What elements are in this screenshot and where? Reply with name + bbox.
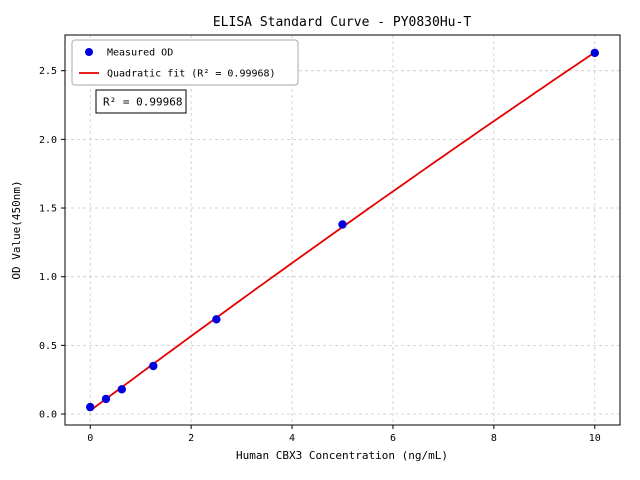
y-tick-label: 1.0 xyxy=(39,272,57,283)
y-tick-label: 0.5 xyxy=(39,341,57,352)
r-squared-annotation: R² = 0.99968 xyxy=(95,89,187,114)
data-layer xyxy=(86,48,599,412)
measured-od-point xyxy=(86,402,95,412)
x-tick-label: 2 xyxy=(188,433,194,444)
annotation-text: R² = 0.99968 xyxy=(103,96,182,109)
x-tick-label: 6 xyxy=(390,433,396,444)
y-tick-label: 2.5 xyxy=(39,66,57,77)
x-tick-label: 0 xyxy=(87,433,93,444)
y-tick-label: 2.0 xyxy=(39,135,57,146)
measured-od-point xyxy=(101,394,111,404)
y-tick-label: 1.5 xyxy=(39,204,57,215)
tick-layer: 0 2 4 6 8 10 0.0 0.5 1.0 1.5 2.0 2.5 xyxy=(39,66,601,444)
x-axis-label: Human CBX3 Concentration (ng/mL) xyxy=(236,449,448,462)
legend-label-measured-od: Measured OD xyxy=(107,48,173,59)
chart-title: ELISA Standard Curve - PY0830Hu-T xyxy=(213,15,471,30)
annotation-box xyxy=(95,89,187,114)
grid-layer xyxy=(65,35,620,425)
x-tick-label: 8 xyxy=(491,433,497,444)
measured-od-point xyxy=(149,361,158,371)
plot-border xyxy=(64,34,621,426)
x-tick-label: 4 xyxy=(289,433,295,444)
legend-label-quadratic-fit: Quadratic fit (R² = 0.99968) xyxy=(107,69,276,80)
x-tick-label: 10 xyxy=(589,433,601,444)
measured-od-point xyxy=(338,220,347,229)
measured-od-point xyxy=(212,315,221,324)
legend-box xyxy=(71,39,299,86)
measured-od-point xyxy=(590,48,599,58)
y-tick-label: 0.0 xyxy=(39,410,57,421)
legend: Measured OD Quadratic fit (R² = 0.99968) xyxy=(71,39,299,86)
legend-point-marker xyxy=(85,48,93,56)
y-axis-label: OD Value(450nm) xyxy=(10,180,23,279)
measured-od-point xyxy=(117,385,127,394)
